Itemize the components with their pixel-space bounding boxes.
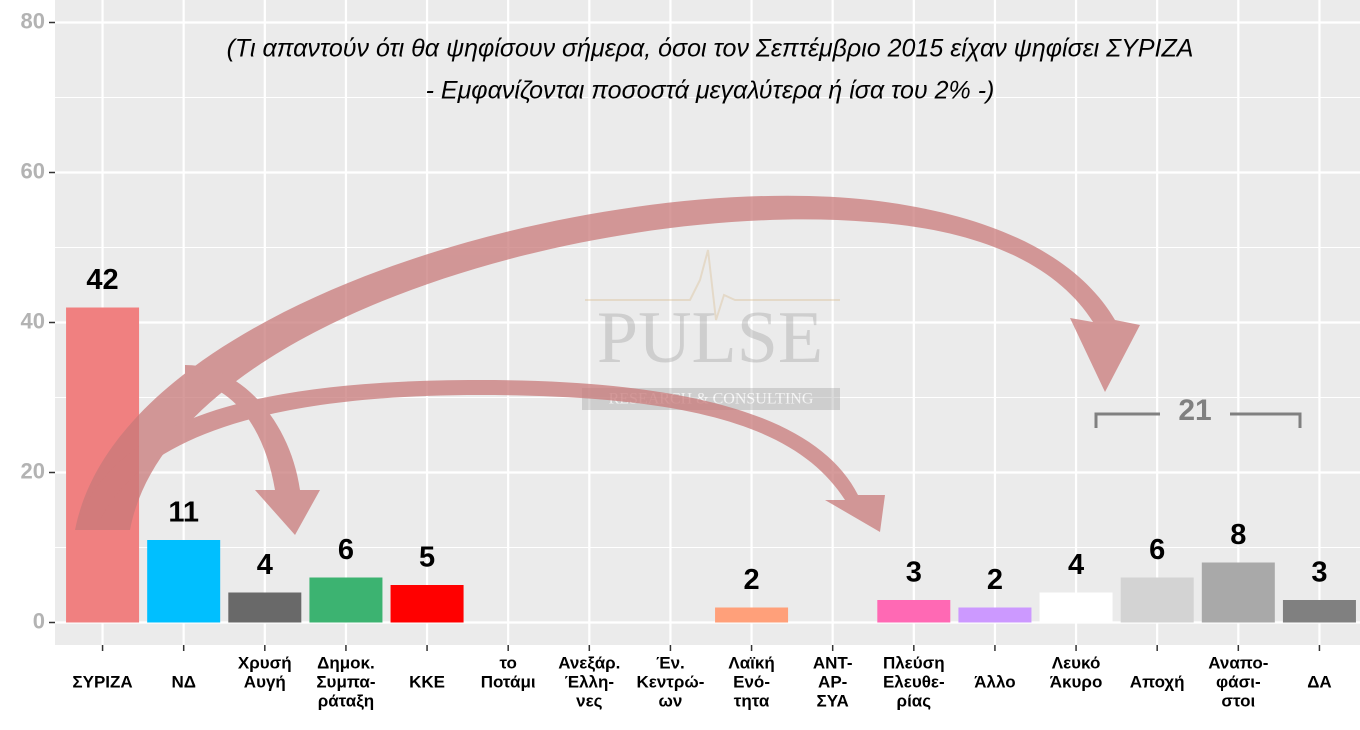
x-tick-label: ΑΝΤ- (813, 653, 853, 672)
data-label: 2 (987, 564, 1003, 596)
title-line: - Εμφανίζονται ποσοστά μεγαλύτερα ή ίσα … (426, 77, 995, 105)
data-label: 4 (257, 549, 273, 581)
x-tick-label: στοι (1221, 691, 1255, 710)
data-label: 42 (86, 264, 118, 296)
x-tick-label: Δημοκ. (317, 653, 375, 672)
x-tick-label: Αναπο- (1208, 653, 1268, 672)
x-tick-label: ΣΥΑ (817, 691, 849, 710)
x-tick-label: νες (576, 691, 603, 710)
x-tick-label: ρίας (897, 691, 932, 710)
data-label: 8 (1230, 519, 1246, 551)
x-tick-label: Αυγή (244, 672, 286, 691)
y-tick-label: 20 (21, 458, 45, 483)
x-tick-label: ΝΔ (171, 672, 196, 691)
x-tick-label: ΔΑ (1307, 672, 1332, 691)
x-tick-label: Έν. (656, 653, 685, 672)
bar (228, 592, 302, 623)
data-label: 2 (743, 564, 759, 596)
bar (1120, 577, 1194, 623)
data-label: 5 (419, 542, 435, 574)
x-tick-label: ΑΡ- (818, 672, 847, 691)
bar (390, 585, 464, 623)
watermark-text: PULSE (597, 297, 823, 379)
x-tick-label: τητα (734, 691, 770, 710)
arrows (75, 195, 1140, 535)
y-tick-label: 60 (21, 158, 45, 183)
x-tick-label: Λαϊκή (728, 653, 774, 672)
annotation (1094, 412, 1302, 428)
data-label: 3 (1311, 557, 1327, 589)
y-tick-label: 80 (21, 8, 45, 33)
x-tick-label: ων (659, 691, 683, 710)
x-tick-label: ΚΚΕ (409, 672, 445, 691)
x-tick-label: το (499, 653, 517, 672)
bracket (1094, 412, 1160, 428)
bar (1039, 592, 1113, 623)
watermark-line (585, 249, 840, 321)
x-tick-label: Άκυρο (1050, 672, 1103, 691)
title-line: (Τι απαντούν ότι θα ψηφίσουν σήμερα, όσο… (227, 35, 1194, 63)
data-label: 6 (1149, 534, 1165, 566)
bar (147, 540, 221, 623)
data-label: 11 (168, 497, 199, 529)
data-label: 6 (338, 534, 354, 566)
annotation-text: 21 (1178, 394, 1211, 427)
bar (715, 607, 789, 623)
x-tick-label: Άλλο (974, 672, 1015, 691)
x-tick-label: Ελευθε- (883, 672, 945, 691)
y-tick-label: 0 (33, 608, 45, 633)
x-tick-label: Αποχή (1130, 672, 1185, 691)
data-label: 3 (906, 557, 922, 589)
bar (877, 600, 951, 623)
y-tick-label: 40 (21, 308, 45, 333)
x-tick-label: Κεντρώ- (636, 672, 704, 691)
x-tick-label: Συμπα- (316, 672, 375, 691)
bar (309, 577, 383, 623)
x-tick-label: ράταξη (318, 691, 375, 710)
bar (1282, 600, 1356, 623)
x-tick-label: Λευκό (1052, 653, 1101, 672)
x-tick-label: Ποτάμι (481, 672, 536, 691)
x-tick-label: ΣΥΡΙΖΑ (72, 672, 132, 691)
x-tick-label: φάσι- (1216, 672, 1261, 691)
data-label: 4 (1068, 549, 1084, 581)
x-tick-label: Πλεύση (883, 653, 945, 672)
x-tick-label: Έλλη- (565, 672, 614, 691)
bar (1201, 562, 1275, 623)
x-tick-label: Χρυσή (238, 653, 292, 672)
arrow (185, 365, 320, 535)
bar (958, 607, 1032, 623)
bracket (1230, 412, 1302, 428)
x-tick-label: Ανεξάρ. (558, 653, 620, 672)
x-tick-label: Ενό- (733, 672, 770, 691)
